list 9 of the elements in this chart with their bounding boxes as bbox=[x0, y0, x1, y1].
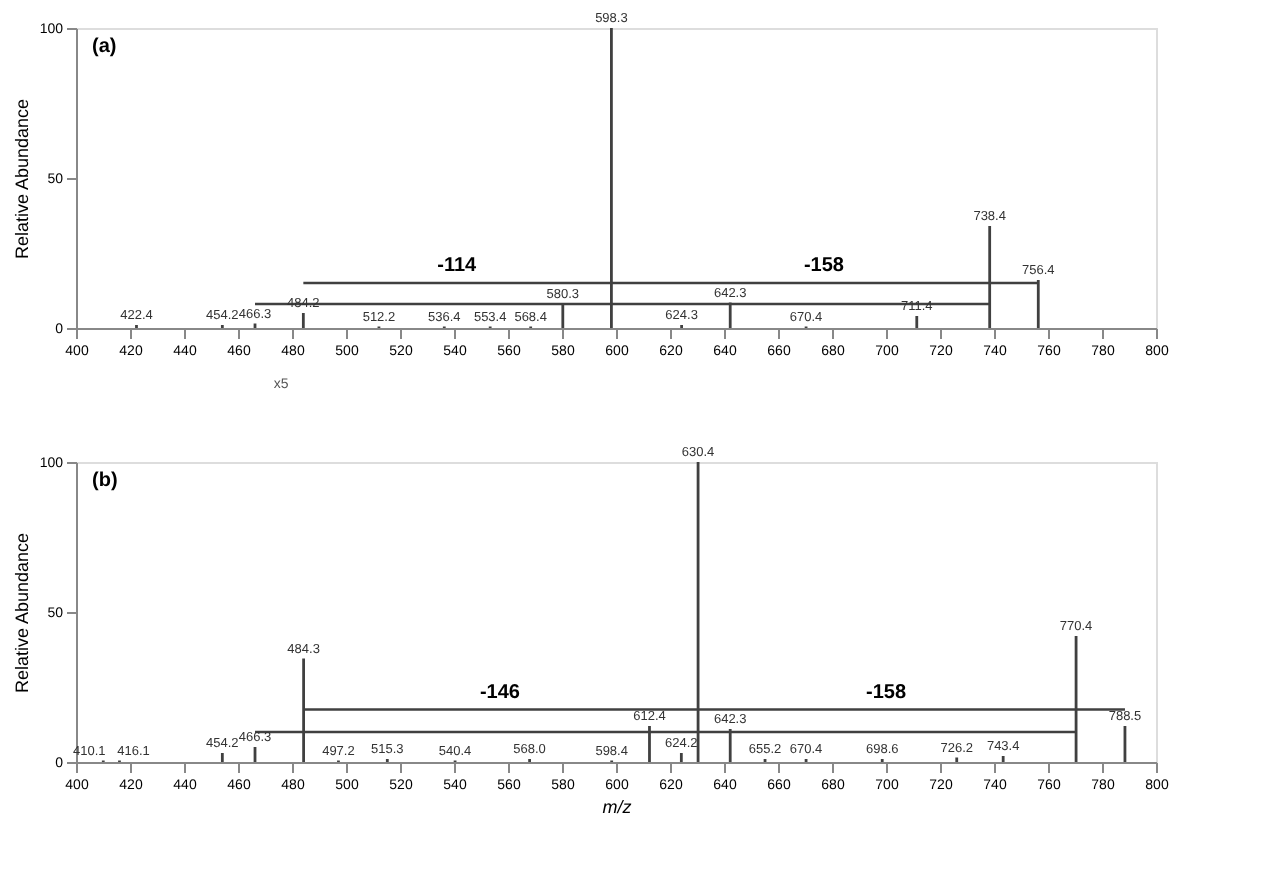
y-axis-title: Relative Abundance bbox=[11, 98, 32, 260]
annotation: -158 bbox=[803, 255, 845, 277]
y-axis-title: Relative Abundance bbox=[11, 532, 32, 694]
annotation: -158 bbox=[865, 681, 907, 704]
chart-title: (b) bbox=[92, 470, 118, 492]
annotation: -114 bbox=[437, 255, 478, 277]
annotation: -146 bbox=[479, 681, 521, 704]
chart-title: (a) bbox=[92, 36, 117, 58]
x-axis-title: m/z bbox=[602, 797, 633, 817]
